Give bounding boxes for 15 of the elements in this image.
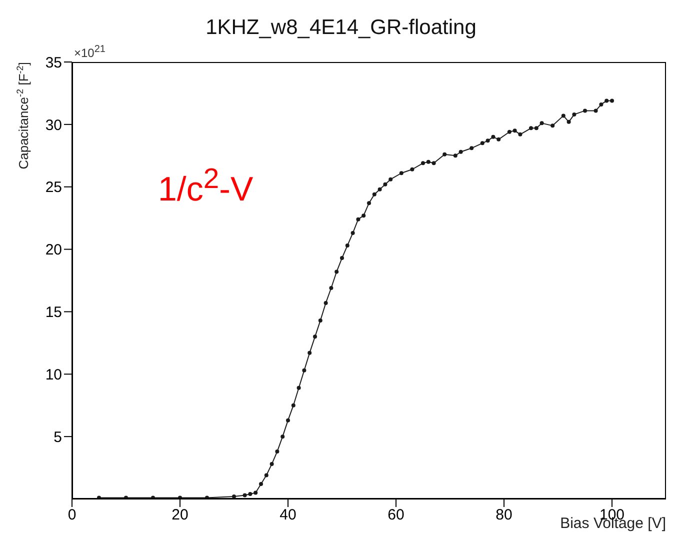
y-tick-label: 5 xyxy=(54,428,62,446)
y-tick-label: 15 xyxy=(45,304,62,322)
y-tick-label: 20 xyxy=(45,242,62,259)
y-tick-label: 25 xyxy=(45,179,62,196)
y-tick-label: 10 xyxy=(45,366,62,384)
y-tick-label: 30 xyxy=(45,116,62,134)
text: ×10$^{21}$ xyxy=(74,44,106,60)
x-tick-label: 80 xyxy=(496,506,512,524)
chart-title: 1KHZ_w8_4E14_GR-floating xyxy=(204,16,478,40)
x-tick-label: 60 xyxy=(388,506,404,524)
y-tick-label: 35 xyxy=(45,54,62,72)
x-tick-label: 0 xyxy=(68,506,76,524)
annotation: 1/c$^{2}$-V xyxy=(158,163,254,210)
x-tick-label: 40 xyxy=(280,506,296,524)
x-tick-label: 20 xyxy=(172,506,188,524)
